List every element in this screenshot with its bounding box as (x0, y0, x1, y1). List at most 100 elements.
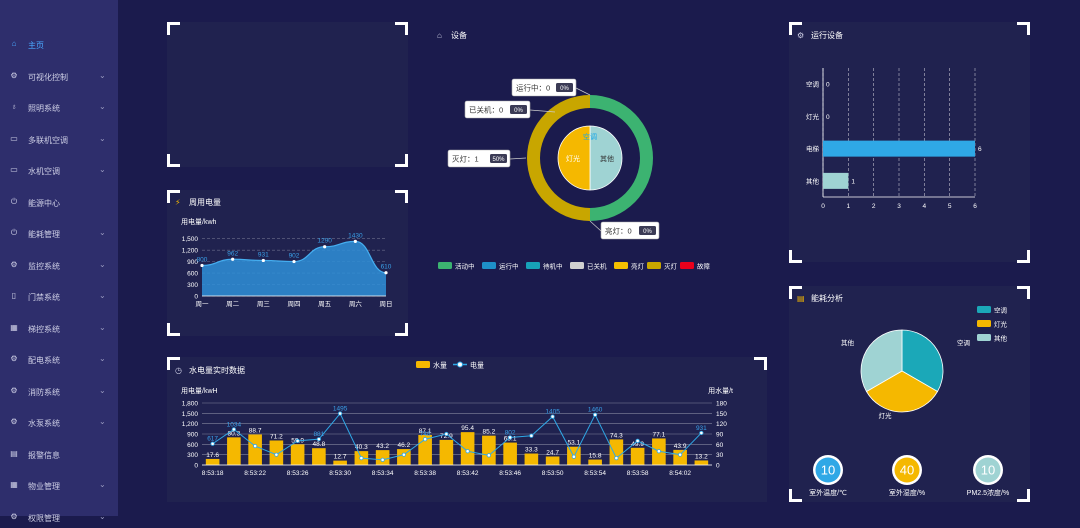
callout-pct-badge (556, 83, 573, 92)
sidebar-item[interactable]: ⚙ 权限管理 ⌄ (0, 508, 118, 528)
y-tick-label-right: 90 (716, 432, 724, 439)
legend-item[interactable]: 灯光 (977, 320, 1008, 329)
weekly-power-title-text: 周用电量 (189, 198, 221, 207)
sidebar-item[interactable]: ▦ 梯控系统 ⌄ (0, 319, 118, 339)
x-tick-label: 8:53:34 (372, 470, 394, 477)
legend-item[interactable]: 待机中 (526, 262, 563, 271)
corner (167, 154, 180, 167)
legend-item[interactable]: 灭灯 (647, 262, 678, 271)
data-label: 962 (227, 250, 238, 257)
empty-panel (167, 22, 408, 167)
legend-item[interactable]: 水量 (416, 361, 447, 370)
line-label: 881 (313, 431, 324, 438)
legend-item[interactable]: 活动中 (438, 262, 475, 271)
sidebar-item[interactable]: ⏻ 能耗管理 ⌄ (0, 224, 118, 244)
y-tick-label: 1,200 (182, 421, 199, 428)
sidebar-item[interactable]: ⚙ 水泵系统 ⌄ (0, 413, 118, 433)
gear-icon: ⚙ (10, 385, 18, 395)
data-point (380, 457, 385, 462)
sidebar-item-label: 门禁系统 (28, 293, 60, 302)
x-tick-label: 4 (923, 203, 927, 210)
bar (673, 449, 687, 465)
gauge-label: 室外湿度/% (889, 488, 925, 497)
legend-swatch (977, 334, 991, 341)
bar (227, 437, 241, 465)
y-tick-label: 600 (187, 271, 198, 278)
corner (395, 190, 408, 203)
sidebar-item[interactable]: ⚙ 配电系统 ⌄ (0, 350, 118, 370)
pie-slice (557, 125, 591, 191)
data-point (231, 427, 236, 432)
x-tick-label: 6 (973, 203, 977, 210)
bar-label: 85.2 (483, 429, 496, 436)
corner (789, 286, 802, 299)
bar-label: 15.8 (589, 453, 602, 460)
x-tick-label: 8:53:58 (627, 470, 649, 477)
sidebar-item[interactable]: ⚙ 监控系统 ⌄ (0, 256, 118, 276)
chevron-down-icon: ⌄ (99, 417, 106, 426)
realtime-title: ◷ 水电量实时数据 (175, 365, 245, 376)
bar (630, 447, 645, 465)
legend-swatch (647, 262, 661, 269)
legend-item[interactable]: 空调 (977, 306, 1007, 315)
gauge-value: 10 (821, 463, 835, 478)
legend-item[interactable]: 已关机 (570, 262, 607, 271)
sidebar-item[interactable]: ♁ 照明系统 ⌄ (0, 98, 118, 118)
sidebar-item[interactable]: ⚙ 消防系统 ⌄ (0, 382, 118, 402)
sidebar-item-label: 水泵系统 (28, 419, 60, 428)
data-point (338, 411, 343, 416)
legend-item[interactable]: 运行中 (482, 262, 519, 271)
x-tick-label: 周四 (288, 300, 301, 308)
y-tick-label: 0 (194, 463, 198, 470)
bar-label: 53.1 (568, 440, 581, 447)
x-tick-label: 0 (821, 203, 825, 210)
bar-label: 71.2 (270, 433, 283, 440)
sidebar-item[interactable]: ▭ 水机空调 ⌄ (0, 161, 118, 181)
weekly-power-title: ⚡ 周用电量 (175, 197, 221, 208)
grid-icon: ▦ (10, 322, 18, 332)
x-tick-label: 周五 (318, 300, 332, 308)
sidebar-item[interactable]: ⌂ 主页 (0, 35, 118, 55)
sidebar-item-label: 主页 (28, 41, 44, 50)
sidebar-item[interactable]: ⚙ 可视化控制 ⌄ (0, 67, 118, 87)
sidebar-item[interactable]: ⏻ 能源中心 (0, 193, 118, 213)
callout-text: 已关机：0 (469, 105, 503, 115)
sidebar-item[interactable]: ▯ 门禁系统 ⌄ (0, 287, 118, 307)
legend-label: 空调 (994, 306, 1007, 315)
gauge-value: 10 (981, 463, 995, 478)
legend-item[interactable]: 亮灯 (614, 262, 645, 271)
legend-item[interactable]: 其他 (977, 334, 1008, 343)
chevron-down-icon: ⌄ (99, 291, 106, 300)
data-point (635, 438, 640, 443)
x-tick-label: 周三 (257, 300, 271, 308)
sidebar-item[interactable]: ▦ 物业管理 ⌄ (0, 476, 118, 496)
sidebar-item[interactable]: ▤ 报警信息 (0, 445, 118, 465)
callout-pct-badge (510, 105, 527, 114)
legend-label: 待机中 (543, 262, 563, 271)
data-point (323, 245, 327, 249)
data-label: 800 (197, 256, 208, 263)
legend-swatch (416, 361, 430, 368)
bar (397, 449, 411, 465)
data-point (593, 412, 598, 417)
x-tick-label: 1 (847, 203, 851, 210)
y-tick-label: 900 (187, 432, 198, 439)
callout-pct: 50% (492, 157, 505, 163)
legend-item[interactable]: 电量 (453, 361, 484, 370)
callout: 灭灯：1 50% (447, 149, 527, 168)
y-tick-label: 600 (187, 442, 198, 449)
y-tick-label: 1,500 (182, 236, 199, 243)
legend-item[interactable]: 故障 (680, 262, 711, 271)
x-tick-label: 3 (897, 203, 901, 210)
y-tick-label: 300 (187, 452, 198, 459)
sidebar-item-label: 权限管理 (28, 513, 60, 523)
sidebar-item-label: 能源中心 (28, 198, 60, 208)
chevron-down-icon: ⌄ (99, 480, 106, 489)
chevron-down-icon: ⌄ (99, 70, 106, 80)
data-label: 1 (851, 178, 855, 185)
legend-marker (457, 361, 463, 368)
line-label: 1034 (227, 421, 242, 428)
sidebar-item[interactable]: ▭ 多联机空调 ⌄ (0, 130, 118, 150)
x-tick-label: 周日 (380, 300, 393, 308)
